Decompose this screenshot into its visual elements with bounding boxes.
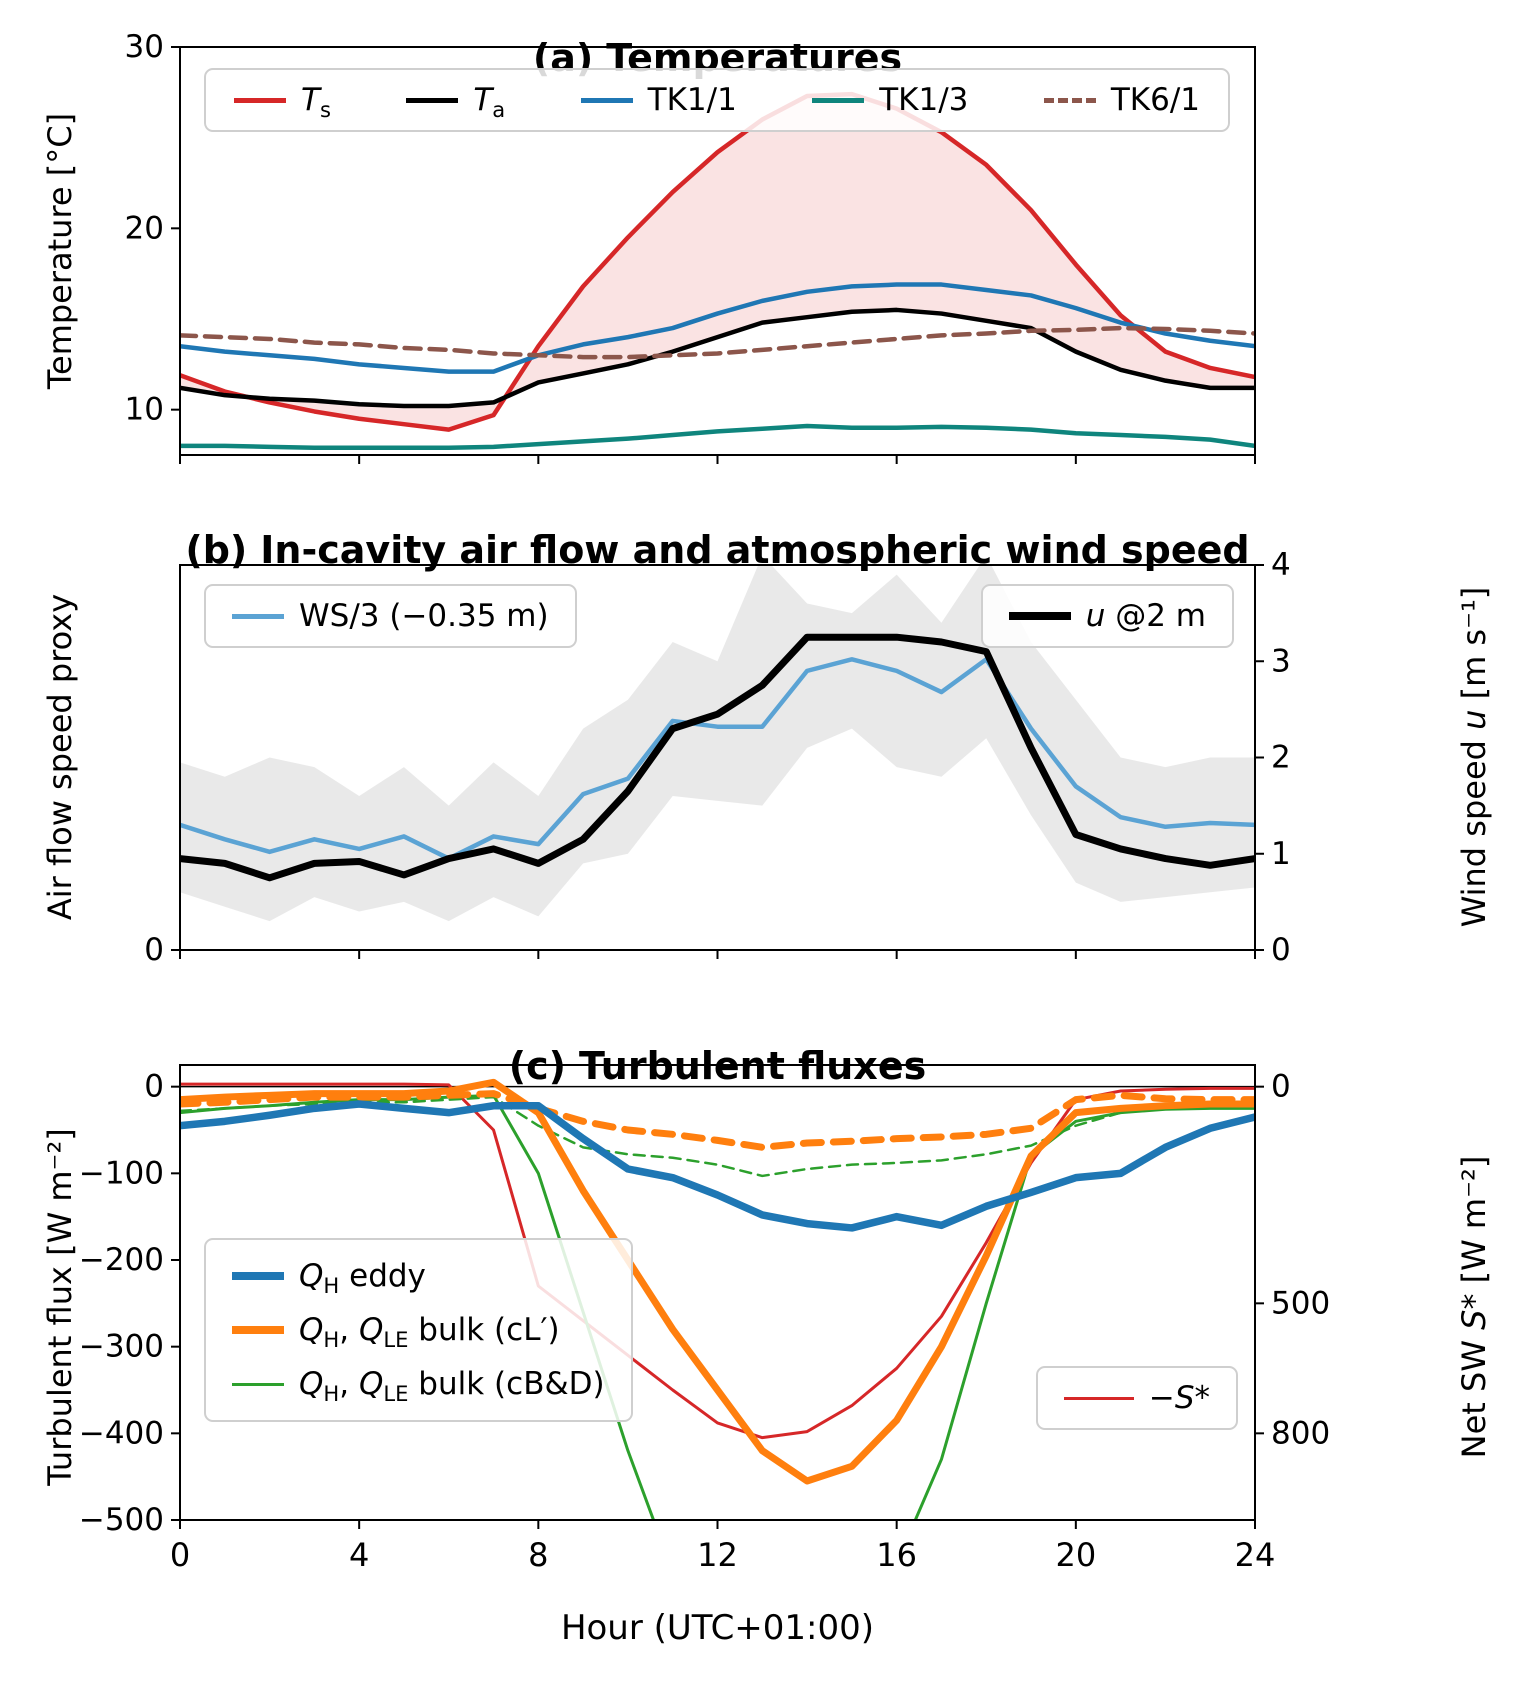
series-ta: [180, 307, 1255, 409]
panel-b-title: (b) In-cavity air flow and atmospheric wi…: [180, 527, 1255, 572]
series-ts: [180, 91, 1255, 432]
panel-c-legend-fluxes: QH eddy QH, QLE bulk (cL′) QH, QLE bulk (c…: [204, 1238, 633, 1422]
panel-c-legend-netsw: −S*: [1035, 1366, 1238, 1430]
legend-line-swatch: [232, 1272, 284, 1280]
ytick-label: 0: [144, 932, 164, 968]
panel-c-ylabel-right: Net SW S* [W m⁻²]: [1455, 1155, 1493, 1459]
panel-b-ylabel-right: Wind speed u [m s⁻¹]: [1455, 586, 1493, 928]
panel-b-legend-wind: u @2 m: [980, 584, 1234, 648]
legend-label: Ta: [473, 82, 506, 123]
legend-label: −S*: [1148, 1380, 1210, 1416]
ytick-label: −100: [79, 1155, 164, 1191]
xtick-label: 20: [1055, 1536, 1096, 1574]
legend-item: TK1/3: [812, 82, 968, 118]
legend-label: QH, QLE bulk (cL′): [299, 1312, 560, 1353]
legend-label: QH eddy: [299, 1258, 426, 1299]
panel-a-plot: 10 20 30: [125, 29, 1256, 464]
series-tk11: [180, 282, 1255, 374]
panel-c-title: (c) Turbulent fluxes: [180, 1043, 1255, 1088]
xtick-label: 4: [349, 1536, 369, 1574]
panel-b-title-tag: (b): [185, 527, 248, 572]
x-axis-label: Hour (UTC+01:00): [560, 1608, 875, 1648]
ytick-label: −300: [79, 1329, 164, 1365]
legend-line-swatch: [406, 97, 459, 103]
xtick-label: 8: [528, 1536, 548, 1574]
legend-line-swatch: [1063, 1396, 1134, 1400]
ytick-label: −200: [79, 1242, 164, 1278]
legend-label: TK1/3: [879, 82, 969, 118]
plot-area-b: [180, 565, 1255, 922]
panel-c-title-text: Turbulent fluxes: [579, 1043, 927, 1088]
ytick-right-label: 0: [1271, 932, 1291, 968]
ytick-right-label: 500: [1271, 1285, 1330, 1321]
panel-b-ylabel-left: Air flow speed proxy: [41, 593, 79, 921]
legend-line-swatch: [1008, 612, 1071, 620]
panel-b-legend-airflow: WS/3 (−0.35 m): [204, 584, 577, 648]
panel-b-title-text: In-cavity air flow and atmospheric wind …: [260, 527, 1250, 572]
legend-line-swatch: [232, 613, 284, 619]
legend-item: QH eddy: [232, 1258, 426, 1299]
legend-item: −S*: [1063, 1380, 1210, 1416]
series-qle_bulk_cl: [180, 1090, 1255, 1151]
legend-item: QH, QLE bulk (cL′): [232, 1312, 560, 1353]
legend-line-swatch: [232, 1382, 284, 1386]
ytick-label: 20: [125, 210, 164, 246]
legend-label: TK1/1: [647, 82, 737, 118]
plot-area-c: [180, 1078, 1255, 1520]
legend-line-swatch: [234, 97, 286, 103]
ytick-label: 10: [125, 392, 164, 428]
xtick-label: 0: [170, 1536, 190, 1574]
series-u2m: [180, 633, 1255, 882]
legend-line-swatch: [580, 97, 633, 103]
series-tk61: [180, 325, 1255, 360]
legend-line-swatch: [1043, 97, 1096, 103]
ytick-right-label: 0: [1271, 1069, 1291, 1105]
legend-item: WS/3 (−0.35 m): [232, 598, 549, 634]
legend-item: TK1/1: [580, 82, 737, 118]
legend-label: QH, QLE bulk (cB&D): [299, 1366, 605, 1407]
legend-line-swatch: [232, 1326, 284, 1334]
ytick-right-label: 2: [1271, 740, 1291, 776]
ytick-right-label: 800: [1271, 1415, 1330, 1451]
legend-item: TK6/1: [1043, 82, 1200, 118]
panel-a-ylabel: Temperature [°C]: [41, 112, 79, 390]
xtick-label: 24: [1235, 1536, 1276, 1574]
series-qh_eddy: [180, 1100, 1255, 1232]
fill-band: [180, 94, 1255, 430]
series-ws3: [180, 657, 1255, 861]
ytick-label: −500: [79, 1502, 164, 1538]
legend-label: u @2 m: [1085, 598, 1206, 634]
legend-label: WS/3 (−0.35 m): [299, 598, 549, 634]
ytick-label: 0: [144, 1069, 164, 1105]
ytick-right-label: 3: [1271, 643, 1291, 679]
ytick-label: 30: [125, 29, 164, 65]
legend-item: QH, QLE bulk (cB&D): [232, 1366, 605, 1407]
plot-area-a: [180, 91, 1255, 450]
xtick-label: 12: [697, 1536, 738, 1574]
series-tk13: [180, 423, 1255, 450]
panel-c-title-tag: (c): [508, 1043, 567, 1088]
panel-a-legend: Ts Ta TK1/1 TK1/3 TK6/1: [204, 68, 1230, 132]
ytick-label: −400: [79, 1415, 164, 1451]
series-qh_bulk_cl: [180, 1078, 1255, 1485]
panel-c-ylabel-left: Turbulent flux [W m⁻²]: [41, 1128, 79, 1486]
ytick-right-label: 4: [1271, 547, 1291, 583]
panel-b-plot: 0 0 1 2 3 4: [144, 547, 1291, 968]
legend-item: Ta: [406, 82, 506, 123]
legend-item: Ts: [234, 82, 331, 123]
xtick-label: 16: [876, 1536, 917, 1574]
legend-item: u @2 m: [1008, 598, 1206, 634]
ytick-right-label: 1: [1271, 836, 1291, 872]
legend-label: Ts: [301, 82, 331, 123]
legend-label: TK6/1: [1110, 82, 1200, 118]
legend-line-swatch: [812, 97, 865, 103]
